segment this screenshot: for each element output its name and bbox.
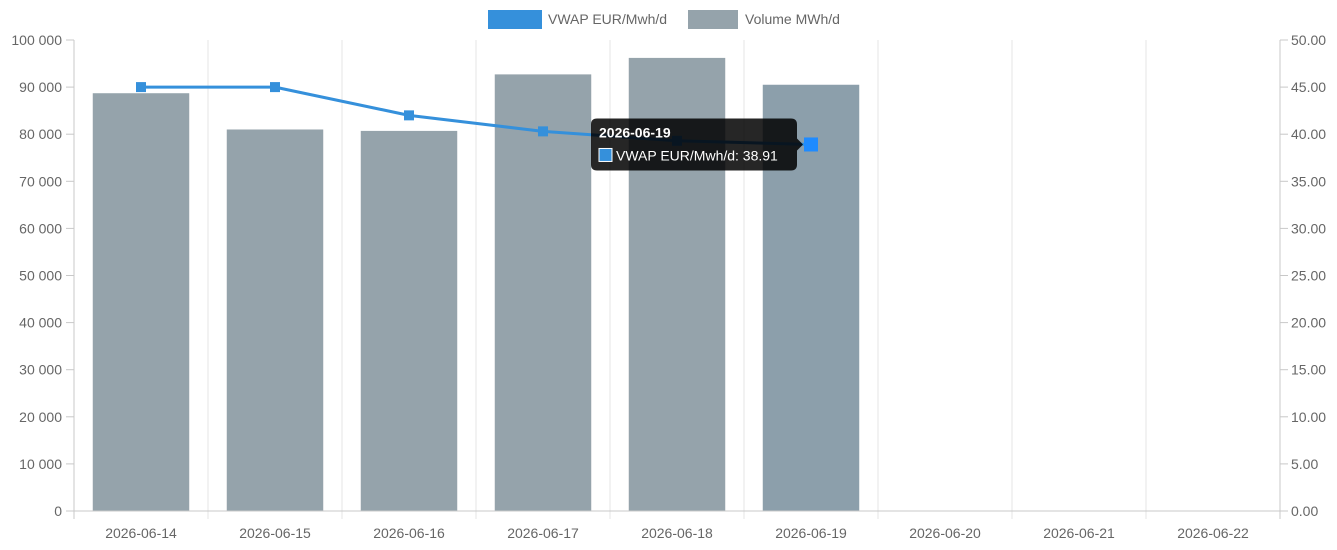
right-tick-label: 0.00 [1291, 503, 1318, 519]
left-y-axis-ticks: 0 10 000 20 000 30 000 40 000 50 000 60 000 70 … [11, 32, 74, 519]
tooltip-swatch [598, 147, 613, 162]
tooltip: 2026-06-19 VWAP EUR/Mwh/d: 38.91 [591, 118, 803, 171]
volume-bars [92, 57, 860, 512]
bar[interactable] [92, 93, 190, 512]
right-tick-label: 15.00 [1291, 362, 1326, 378]
right-tick-label: 5.00 [1291, 456, 1318, 472]
tooltip-title: 2026-06-19 [599, 124, 671, 140]
left-tick-label: 90 000 [19, 79, 62, 95]
right-tick-label: 30.00 [1291, 220, 1326, 236]
bar[interactable] [494, 74, 592, 512]
legend-swatch-vwap [488, 10, 542, 29]
left-tick-label: 100 000 [11, 32, 62, 48]
legend[interactable]: VWAP EUR/Mwh/d Volume MWh/d [488, 10, 840, 29]
legend-label-vwap: VWAP EUR/Mwh/d [548, 11, 667, 27]
right-tick-label: 40.00 [1291, 126, 1326, 142]
left-tick-label: 50 000 [19, 268, 62, 284]
bar[interactable] [360, 130, 458, 511]
right-tick-label: 10.00 [1291, 409, 1326, 425]
vwap-point[interactable] [404, 110, 414, 121]
right-tick-label: 45.00 [1291, 79, 1326, 95]
x-tick-label: 2026-06-16 [373, 525, 445, 541]
right-tick-label: 50.00 [1291, 32, 1326, 48]
tooltip-box [591, 118, 803, 171]
right-tick-label: 20.00 [1291, 315, 1326, 331]
x-tick-label: 2026-06-22 [1177, 525, 1249, 541]
x-tick-label: 2026-06-20 [909, 525, 981, 541]
legend-item-vwap[interactable]: VWAP EUR/Mwh/d [488, 10, 667, 29]
legend-swatch-volume [688, 10, 738, 29]
vwap-point[interactable] [538, 126, 548, 137]
tooltip-label: VWAP EUR/Mwh/d: 38.91 [616, 147, 778, 163]
vwap-point[interactable] [136, 82, 146, 93]
x-tick-label: 2026-06-19 [775, 525, 847, 541]
x-axis-ticks: 2026-06-14 2026-06-15 2026-06-16 2026-06-17… [105, 525, 1249, 541]
left-tick-label: 40 000 [19, 315, 62, 331]
bar[interactable] [226, 129, 324, 512]
left-tick-label: 60 000 [19, 220, 62, 236]
left-tick-label: 10 000 [19, 456, 62, 472]
right-tick-label: 25.00 [1291, 268, 1326, 284]
left-tick-label: 80 000 [19, 126, 62, 142]
axes [73, 40, 1281, 519]
right-tick-label: 35.00 [1291, 173, 1326, 189]
left-tick-label: 70 000 [19, 173, 62, 189]
x-tick-label: 2026-06-21 [1043, 525, 1115, 541]
vwap-point[interactable] [270, 82, 280, 93]
x-tick-label: 2026-06-18 [641, 525, 713, 541]
x-tick-label: 2026-06-14 [105, 525, 177, 541]
right-y-axis-ticks: 0.00 5.00 10.00 15.00 20.00 25.00 30.00 35.00 40… [1280, 32, 1326, 519]
legend-item-volume[interactable]: Volume MWh/d [688, 10, 840, 29]
legend-label-volume: Volume MWh/d [745, 11, 840, 27]
vwap-point[interactable] [804, 137, 818, 152]
left-tick-label: 30 000 [19, 362, 62, 378]
left-tick-label: 20 000 [19, 409, 62, 425]
left-tick-label: 0 [54, 503, 62, 519]
x-tick-label: 2026-06-15 [239, 525, 311, 541]
x-tick-label: 2026-06-17 [507, 525, 579, 541]
